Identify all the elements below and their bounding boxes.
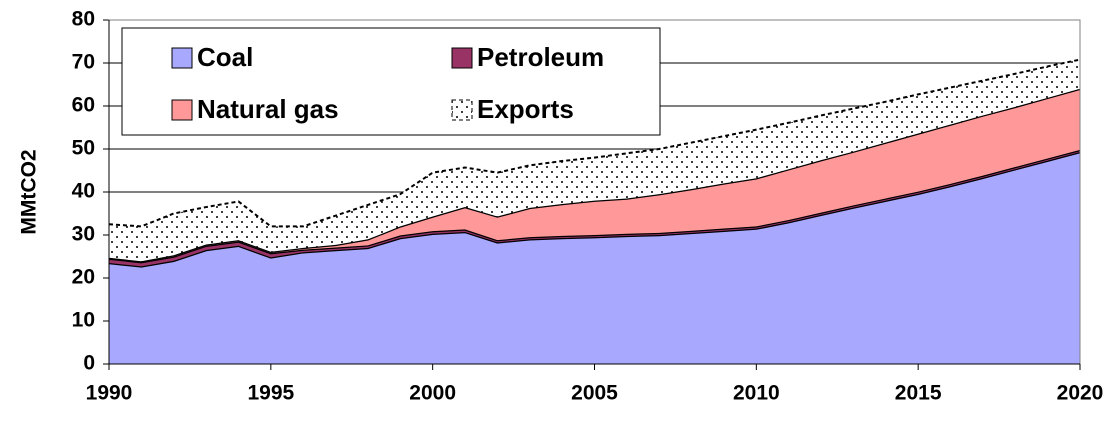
area	[109, 152, 1080, 364]
legend-swatch	[451, 99, 473, 121]
y-tick-label: 0	[83, 352, 95, 375]
legend-swatch	[451, 47, 473, 69]
y-axis-label: MMtCO2	[18, 149, 41, 234]
y-tick-label: 60	[72, 94, 95, 117]
y-tick-label: 80	[72, 8, 95, 31]
x-tick-label: 2005	[571, 382, 618, 405]
y-tick-label: 70	[72, 51, 95, 74]
legend-box	[121, 27, 661, 136]
area	[109, 59, 1080, 262]
y-tick-label: 40	[72, 180, 95, 203]
y-tick-label: 50	[72, 137, 95, 160]
y-tick-label: 10	[72, 309, 95, 332]
y-tick-label: 30	[72, 223, 95, 246]
legend-label: Coal	[197, 42, 253, 72]
y-tick-label: 20	[72, 266, 95, 289]
x-tick-label: 2020	[1057, 382, 1104, 405]
legend-swatch	[171, 47, 193, 69]
legend-label: Natural gas	[197, 94, 339, 124]
legend-swatch	[171, 99, 193, 121]
x-tick-label: 2010	[733, 382, 780, 405]
area-top-line	[108, 58, 1081, 228]
x-tick-label: 1995	[247, 382, 294, 405]
x-tick-label: 2015	[895, 382, 942, 405]
legend-label: Petroleum	[477, 42, 604, 72]
x-tick-label: 1990	[86, 382, 133, 405]
x-tick-label: 2000	[409, 382, 456, 405]
legend-label: Exports	[477, 94, 574, 124]
